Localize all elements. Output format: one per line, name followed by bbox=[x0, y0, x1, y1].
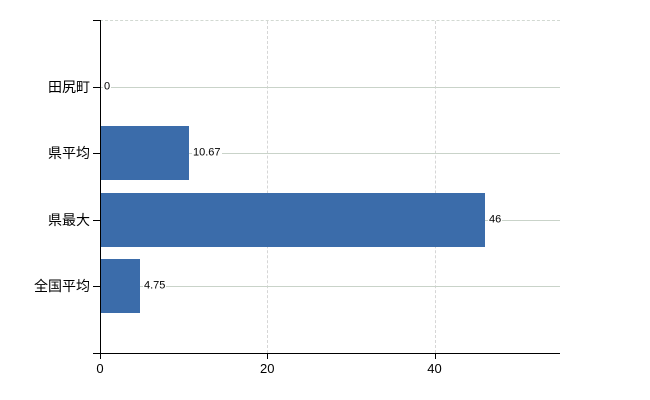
category-label: 県平均 bbox=[48, 145, 90, 162]
plot-area: 田尻町 0 県平均 10.67 県最大 46 全国平均 4.75 0 20 40 bbox=[34, 20, 560, 376]
category-tick bbox=[93, 286, 100, 288]
category-label: 全国平均 bbox=[34, 278, 90, 295]
category-tick bbox=[93, 153, 100, 155]
category-gridline bbox=[100, 286, 560, 288]
bar bbox=[100, 126, 189, 181]
value-label: 4.75 bbox=[143, 279, 167, 293]
bar bbox=[100, 192, 485, 247]
v-gridline bbox=[434, 21, 436, 353]
x-tick-label: 40 bbox=[427, 361, 442, 376]
x-tick-mark bbox=[267, 354, 269, 359]
category-tick bbox=[93, 219, 100, 221]
value-label: 0 bbox=[103, 80, 112, 94]
plot-top-border bbox=[100, 20, 560, 21]
x-tick-mark bbox=[100, 354, 101, 359]
y-axis-top-tick bbox=[93, 20, 100, 21]
category-label: 田尻町 bbox=[48, 78, 90, 95]
x-tick-label: 0 bbox=[96, 361, 104, 376]
bar bbox=[100, 259, 140, 314]
x-tick-label: 20 bbox=[260, 361, 275, 376]
y-axis-line bbox=[100, 20, 101, 358]
x-tick-mark bbox=[434, 354, 436, 359]
value-label: 46 bbox=[488, 213, 503, 227]
category-gridline bbox=[100, 86, 560, 88]
value-label: 10.67 bbox=[192, 146, 222, 160]
x-axis-line bbox=[93, 353, 560, 354]
category-label: 県最大 bbox=[48, 211, 90, 228]
v-gridline bbox=[267, 21, 269, 353]
category-tick bbox=[93, 86, 100, 88]
category-gridline bbox=[100, 153, 560, 155]
